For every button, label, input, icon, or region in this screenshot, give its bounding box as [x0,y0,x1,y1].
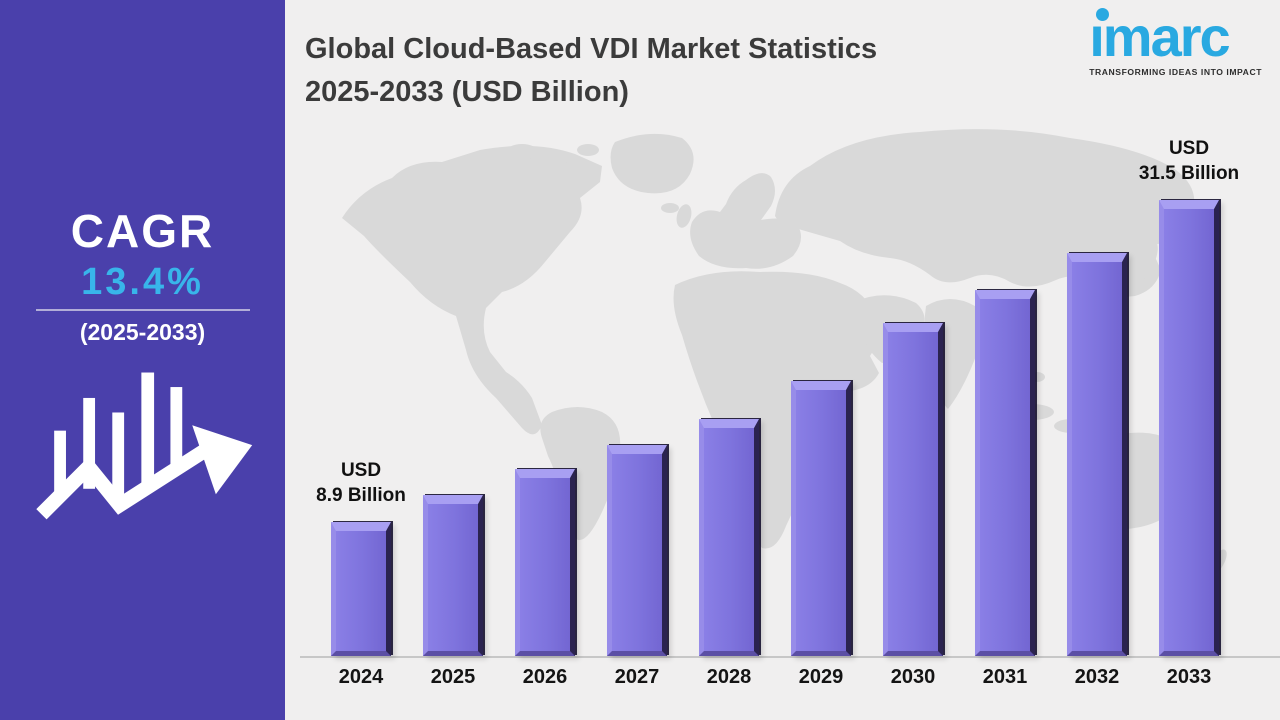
bar-2033 [1159,200,1219,656]
cagr-period: (2025-2033) [79,319,206,345]
x-axis-label-2033: 2033 [1166,666,1212,688]
x-axis-label-2029: 2029 [798,666,844,688]
x-axis-label-2027: 2027 [614,666,660,688]
bars-row: USD 8.9 Billion 2024 2025 2026 2027 2028 2029 20… [290,136,1280,688]
bar-chart: USD 8.9 Billion 2024 2025 2026 2027 2028 2029 20… [290,0,1280,720]
bar-column-2029: 2029 [791,381,851,688]
bar-column-2027: 2027 [607,445,667,688]
x-axis-line [300,656,1280,658]
bar-column-2028: 2028 [699,419,759,688]
bar-column-2025: 2025 [423,495,483,688]
bar-2025 [423,495,483,656]
bar-2027 [607,445,667,656]
bar-2031 [975,290,1035,656]
chart-title-line2: 2025-2033 (USD Billion) [305,75,629,108]
x-axis-label-2026: 2026 [522,666,568,688]
bar-column-2026: 2026 [515,469,575,688]
imarc-wordmark: ımarc [1089,5,1230,68]
bar-column-2030: 2030 [883,323,943,688]
bar-2029 [791,381,851,656]
logo-text: ımarc [1089,5,1230,68]
cagr-label: CAGR [70,205,215,257]
x-axis-label-2028: 2028 [706,666,752,688]
chart-title: Global Cloud-Based VDI Market Statistics… [305,28,877,114]
bar-column-2032: 2032 [1067,253,1127,688]
x-axis-label-2032: 2032 [1074,666,1120,688]
bar-2030 [883,323,943,656]
imarc-tagline: TRANSFORMING IDEAS INTO IMPACT [1089,66,1262,77]
imarc-logo: ımarc TRANSFORMING IDEAS INTO IMPACT [1089,5,1262,77]
logo-i-dot-icon [1096,8,1110,21]
divider [36,309,250,311]
bar-2024 [331,522,391,656]
bar-2032 [1067,253,1127,656]
bar-value-label-2033: USD 31.5 Billion [1138,137,1240,185]
bar-column-2031: 2031 [975,290,1035,688]
bar-value-label-2024: USD 8.9 Billion [316,459,406,507]
chart-title-line1: Global Cloud-Based VDI Market Statistics [305,33,878,65]
bar-chart-up-arrow-icon [36,372,253,520]
bar-column-2024: USD 8.9 Billion 2024 [316,458,406,688]
x-axis-label-2031: 2031 [982,666,1028,688]
cagr-panel: CAGR 13.4% (2025-2033) [0,0,285,720]
bar-2028 [699,419,759,656]
x-axis-label-2025: 2025 [430,666,476,688]
bar-2026 [515,469,575,656]
x-axis-label-2024: 2024 [338,666,384,688]
cagr-value: 13.4% [81,261,204,303]
x-axis-label-2030: 2030 [890,666,936,688]
bar-column-2033: USD 31.5 Billion 2033 [1139,136,1239,688]
